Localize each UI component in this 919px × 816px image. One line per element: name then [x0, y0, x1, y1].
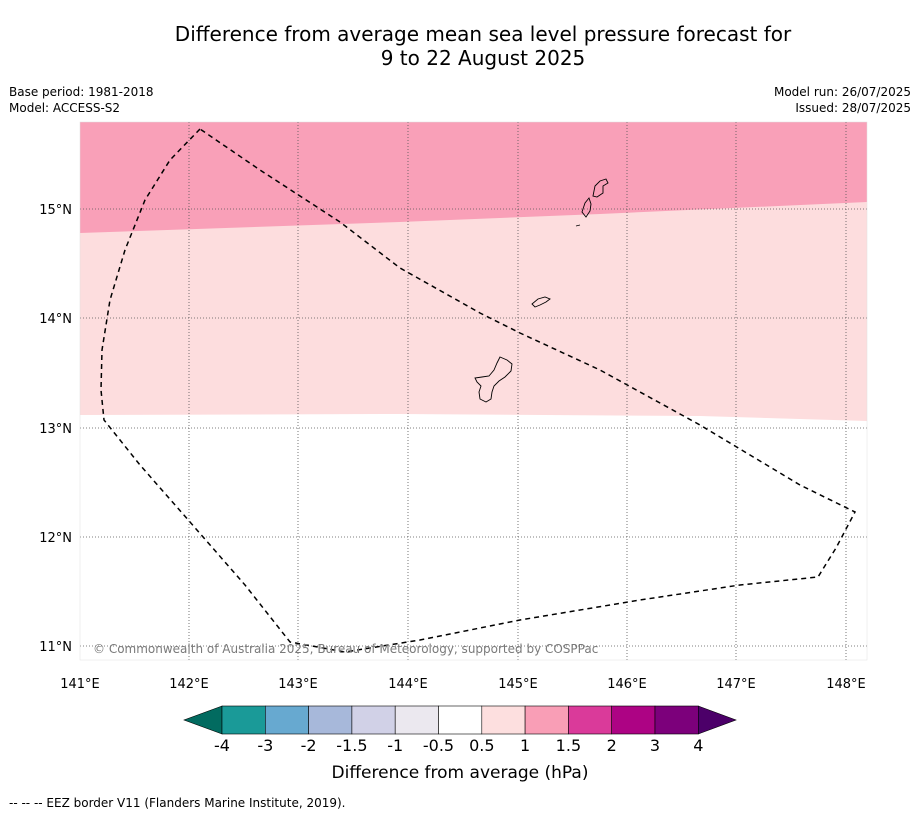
colorbar-label: -4	[214, 736, 230, 755]
colorbar-label: -1	[387, 736, 403, 755]
colorbar-box	[438, 705, 483, 735]
colorbar-box	[351, 705, 396, 735]
colorbar-arrow-right	[697, 705, 737, 735]
colorbar-label: -2	[301, 736, 317, 755]
title-line-1: Difference from average mean sea level p…	[174, 22, 792, 46]
lon-labels: 141°E 142°E 143°E 144°E 145°E 146°E 147°…	[60, 677, 866, 692]
lat-label-11: 11°N	[39, 640, 72, 655]
colorbar-label: 0.5	[469, 736, 494, 755]
colorbar-label: -0.5	[423, 736, 454, 755]
footnote: -- -- -- EEZ border V11 (Flanders Marine…	[9, 796, 346, 810]
colorbar-box	[394, 705, 439, 735]
colorbar-box	[308, 705, 353, 735]
colorbar-label: 1.5	[556, 736, 581, 755]
base-period: Base period: 1981-2018	[9, 85, 154, 99]
model-run: Model run: 26/07/2025	[773, 85, 911, 99]
colorbar-title: Difference from average (hPa)	[332, 763, 589, 783]
colorbar-label: 3	[650, 736, 660, 755]
lat-label-14: 14°N	[39, 312, 72, 327]
colorbar-label: -1.5	[336, 736, 367, 755]
title-line-2: 9 to 22 August 2025	[380, 46, 586, 70]
island-guam	[474, 356, 513, 403]
zone-mid-pink	[80, 122, 867, 233]
colorbar-label: 4	[693, 736, 703, 755]
lon-label-144: 144°E	[388, 677, 428, 692]
colorbar-arrow-left	[183, 705, 223, 735]
lat-label-15: 15°N	[39, 203, 72, 218]
colorbar-label: 2	[607, 736, 617, 755]
copyright-text: © Commonwealth of Australia 2025, Bureau…	[93, 642, 598, 656]
colorbar-box	[221, 705, 266, 735]
model-name: Model: ACCESS-S2	[9, 101, 121, 115]
colorbar-box	[568, 705, 613, 735]
lon-label-142: 142°E	[169, 677, 209, 692]
island-rota	[531, 296, 551, 308]
island-saipan	[592, 178, 609, 198]
gridlines	[80, 122, 867, 660]
lon-label-143: 143°E	[278, 677, 318, 692]
chart-title: Difference from average mean sea level p…	[0, 22, 919, 70]
meta-right: Model run: 26/07/2025 Issued: 28/07/2025	[774, 84, 911, 116]
colorbar-label: 1	[520, 736, 530, 755]
lat-label-12: 12°N	[39, 531, 72, 546]
colorbar-box	[524, 705, 569, 735]
lat-label-13: 13°N	[39, 422, 72, 437]
colorbar: -4 -3 -2 -1.5 -1 -0.5 0.5 1 1.5 2 3 4 Difference fr…	[183, 705, 737, 783]
colorbar-boxes	[183, 705, 737, 735]
lat-labels: 15°N 14°N 13°N 12°N 11°N	[39, 203, 72, 655]
colorbar-box	[654, 705, 699, 735]
colorbar-label: -3	[257, 736, 273, 755]
lon-label-146: 146°E	[607, 677, 647, 692]
meta-left: Base period: 1981-2018 Model: ACCESS-S2	[9, 84, 154, 116]
issued-date: Issued: 28/07/2025	[795, 101, 911, 115]
map-area: © Commonwealth of Australia 2025, Bureau…	[80, 122, 867, 660]
map-frame	[79, 121, 868, 661]
lon-label-141: 141°E	[60, 677, 100, 692]
colorbar-box	[264, 705, 309, 735]
island-tinian	[581, 197, 592, 218]
colorbar-box	[611, 705, 656, 735]
lon-label-147: 147°E	[716, 677, 756, 692]
lon-label-148: 148°E	[826, 677, 866, 692]
colorbar-labels: -4 -3 -2 -1.5 -1 -0.5 0.5 1 1.5 2 3 4	[214, 736, 703, 755]
colorbar-box	[481, 705, 526, 735]
eez-border	[100, 128, 857, 653]
island-aguijan	[575, 224, 581, 227]
lon-label-145: 145°E	[498, 677, 538, 692]
islands	[474, 178, 609, 403]
